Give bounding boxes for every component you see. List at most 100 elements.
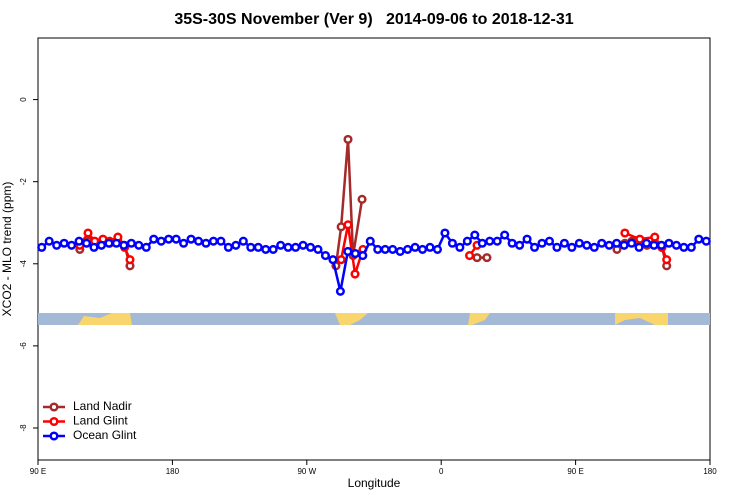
point	[544, 236, 555, 246]
point	[417, 244, 428, 254]
point	[328, 255, 338, 265]
point	[83, 228, 93, 238]
legend-label: Land Glint	[73, 414, 128, 428]
point	[193, 236, 204, 246]
legend-swatch-point	[49, 402, 59, 412]
point	[537, 238, 547, 248]
point	[694, 234, 704, 244]
point	[365, 236, 375, 246]
point	[52, 240, 62, 250]
point	[522, 234, 532, 244]
point	[74, 236, 84, 246]
point	[650, 232, 660, 242]
point	[276, 240, 286, 250]
point	[529, 242, 540, 252]
point	[335, 286, 345, 296]
legend-label: Land Nadir	[73, 399, 132, 413]
land-ocean-strip	[38, 313, 710, 325]
point	[604, 240, 614, 250]
y-tick-label: -4	[19, 260, 28, 268]
point	[515, 240, 525, 250]
point	[44, 236, 54, 246]
point	[649, 240, 659, 250]
point	[482, 253, 492, 263]
point	[462, 236, 472, 246]
point	[671, 240, 681, 250]
x-tick-label: 90 E	[567, 467, 583, 476]
point	[485, 236, 495, 246]
point	[627, 238, 637, 248]
point	[472, 253, 482, 263]
point	[410, 242, 420, 252]
point	[59, 238, 69, 248]
point	[358, 251, 368, 261]
point	[238, 236, 248, 246]
point	[298, 240, 308, 250]
point	[126, 238, 136, 248]
chart-title: 35S-30S November (Ver 9) 2014-09-06 to 2…	[174, 11, 573, 28]
point	[559, 238, 569, 248]
point	[656, 240, 667, 250]
point	[320, 251, 331, 261]
point	[261, 244, 271, 254]
point	[635, 234, 645, 244]
point	[664, 238, 674, 248]
legend-label: Ocean Glint	[73, 428, 137, 442]
land-patch	[615, 313, 668, 325]
x-tick-label: 180	[166, 467, 180, 476]
point	[305, 242, 316, 252]
point	[350, 248, 360, 259]
point	[662, 255, 672, 265]
point	[500, 230, 510, 240]
y-tick-label: -8	[19, 424, 28, 432]
point	[641, 238, 652, 248]
point	[164, 234, 174, 244]
point	[111, 238, 121, 248]
point	[552, 242, 562, 252]
point	[149, 234, 159, 244]
point	[336, 222, 346, 232]
land-patch	[78, 313, 132, 325]
point	[582, 240, 592, 250]
point	[171, 234, 181, 244]
x-tick-label: 0	[439, 467, 444, 476]
point	[81, 238, 92, 248]
x-axis-label: Longitude	[348, 476, 401, 490]
legend-swatch-point	[49, 431, 59, 441]
point	[432, 244, 443, 254]
point	[336, 255, 346, 265]
point	[679, 242, 689, 252]
point	[373, 244, 383, 254]
point	[395, 246, 405, 257]
point	[620, 228, 630, 238]
point	[246, 242, 256, 252]
point	[455, 242, 465, 252]
x-tick-label: 90 W	[297, 467, 316, 476]
point	[208, 236, 219, 246]
point	[89, 242, 99, 252]
point	[492, 236, 502, 246]
point	[156, 236, 166, 246]
point	[470, 230, 480, 240]
point	[357, 194, 367, 204]
point	[268, 244, 278, 254]
point	[283, 242, 293, 252]
point	[507, 238, 517, 248]
point	[179, 238, 189, 248]
point	[343, 246, 353, 257]
y-tick-label: -6	[19, 342, 28, 350]
point	[223, 242, 233, 252]
point	[253, 242, 263, 252]
point	[231, 240, 241, 250]
point	[597, 238, 607, 248]
point	[216, 236, 226, 246]
point	[119, 240, 129, 250]
x-tick-label: 180	[703, 467, 717, 476]
point	[634, 242, 644, 252]
point	[403, 244, 413, 254]
point	[686, 242, 696, 252]
point	[440, 228, 450, 238]
point	[96, 240, 107, 250]
point	[447, 238, 457, 248]
